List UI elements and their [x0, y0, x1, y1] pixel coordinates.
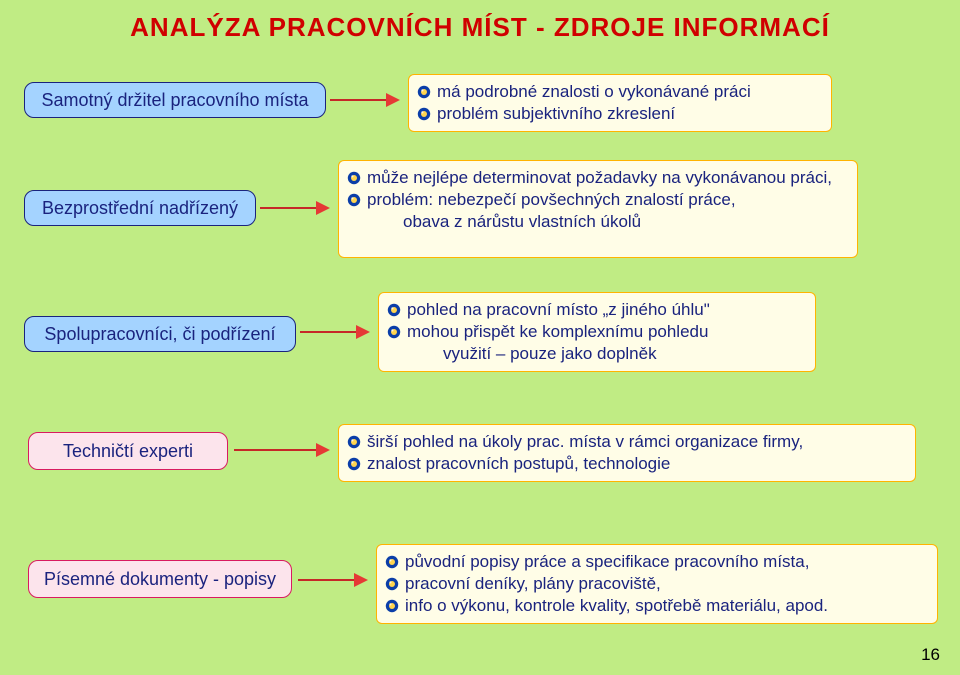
detail-text: obava z nárůstu vlastních úkolů	[347, 211, 641, 233]
detail-text: znalost pracovních postupů, technologie	[367, 453, 670, 475]
detail-line: širší pohled na úkoly prac. místa v rámc…	[347, 431, 905, 453]
detail-line: problém subjektivního zkreslení	[417, 103, 821, 125]
arrow-icon	[330, 92, 400, 108]
detail-line: problém: nebezpečí povšechných znalostí …	[347, 189, 847, 211]
detail-text: využití – pouze jako doplněk	[387, 343, 657, 365]
detail-line: znalost pracovních postupů, technologie	[347, 453, 905, 475]
detail-line: info o výkonu, kontrole kvality, spotřeb…	[385, 595, 927, 617]
detail-line: využití – pouze jako doplněk	[387, 343, 805, 365]
detail-text: mohou přispět ke komplexnímu pohledu	[407, 321, 708, 343]
arrow-icon	[298, 572, 368, 588]
detail-line: může nejlépe determinovat požadavky na v…	[347, 167, 847, 189]
detail-text: může nejlépe determinovat požadavky na v…	[367, 167, 832, 189]
arrow	[298, 572, 368, 593]
detail-line: původní popisy práce a specifikace praco…	[385, 551, 927, 573]
detail-text: pracovní deníky, plány pracoviště,	[405, 573, 661, 595]
arrow	[330, 92, 400, 113]
source-box: Techničtí experti	[28, 432, 228, 470]
detail-box: má podrobné znalosti o vykonávané práci …	[408, 74, 832, 132]
page-number: 16	[921, 645, 940, 665]
source-box: Spolupracovníci, či podřízení	[24, 316, 296, 352]
detail-text: pohled na pracovní místo „z jiného úhlu"	[407, 299, 710, 321]
bullet-icon	[387, 325, 401, 339]
detail-text: problém subjektivního zkreslení	[437, 103, 675, 125]
arrow-icon	[300, 324, 370, 340]
detail-box: může nejlépe determinovat požadavky na v…	[338, 160, 858, 258]
detail-line: pracovní deníky, plány pracoviště,	[385, 573, 927, 595]
detail-box: širší pohled na úkoly prac. místa v rámc…	[338, 424, 916, 482]
bullet-icon	[385, 577, 399, 591]
detail-box: původní popisy práce a specifikace praco…	[376, 544, 938, 624]
page-title: ANALÝZA PRACOVNÍCH MÍST - ZDROJE INFORMA…	[0, 12, 960, 43]
source-box: Bezprostřední nadřízený	[24, 190, 256, 226]
bullet-icon	[385, 599, 399, 613]
arrow	[234, 442, 330, 463]
bullet-icon	[387, 303, 401, 317]
arrow-icon	[234, 442, 330, 458]
bullet-icon	[417, 107, 431, 121]
bullet-icon	[417, 85, 431, 99]
detail-line: pohled na pracovní místo „z jiného úhlu"	[387, 299, 805, 321]
detail-text: má podrobné znalosti o vykonávané práci	[437, 81, 751, 103]
detail-box: pohled na pracovní místo „z jiného úhlu"…	[378, 292, 816, 372]
bullet-icon	[347, 193, 361, 207]
bullet-icon	[347, 457, 361, 471]
bullet-icon	[347, 435, 361, 449]
detail-line: mohou přispět ke komplexnímu pohledu	[387, 321, 805, 343]
detail-text: širší pohled na úkoly prac. místa v rámc…	[367, 431, 803, 453]
detail-line: obava z nárůstu vlastních úkolů	[347, 211, 847, 233]
source-box: Samotný držitel pracovního místa	[24, 82, 326, 118]
source-box: Písemné dokumenty - popisy	[28, 560, 292, 598]
detail-line: má podrobné znalosti o vykonávané práci	[417, 81, 821, 103]
arrow	[300, 324, 370, 345]
bullet-icon	[347, 171, 361, 185]
bullet-icon	[385, 555, 399, 569]
detail-text: původní popisy práce a specifikace praco…	[405, 551, 809, 573]
arrow-icon	[260, 200, 330, 216]
detail-text: problém: nebezpečí povšechných znalostí …	[367, 189, 736, 211]
arrow	[260, 200, 330, 221]
detail-text: info o výkonu, kontrole kvality, spotřeb…	[405, 595, 828, 617]
